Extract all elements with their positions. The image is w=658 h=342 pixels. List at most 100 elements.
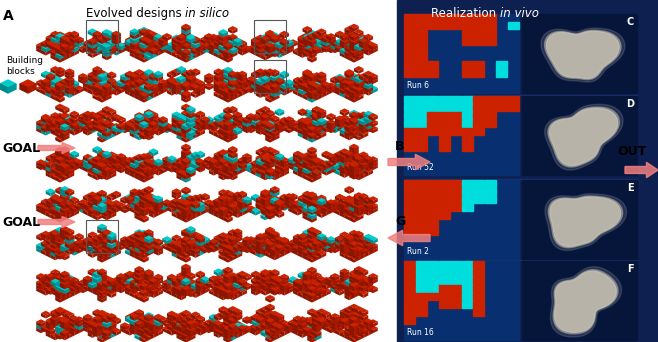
- Polygon shape: [181, 52, 191, 56]
- Polygon shape: [340, 87, 345, 92]
- Polygon shape: [340, 312, 349, 316]
- Polygon shape: [55, 189, 60, 195]
- Polygon shape: [51, 38, 55, 43]
- Polygon shape: [265, 167, 275, 172]
- Polygon shape: [149, 38, 159, 42]
- Polygon shape: [130, 163, 134, 169]
- Polygon shape: [359, 76, 363, 81]
- Polygon shape: [97, 162, 102, 168]
- Polygon shape: [36, 273, 45, 278]
- Polygon shape: [134, 115, 139, 120]
- Polygon shape: [176, 275, 186, 280]
- Polygon shape: [303, 252, 312, 257]
- Polygon shape: [359, 127, 363, 132]
- Polygon shape: [214, 275, 223, 279]
- Polygon shape: [368, 236, 373, 241]
- Polygon shape: [359, 241, 368, 246]
- Polygon shape: [93, 198, 97, 203]
- Polygon shape: [247, 128, 252, 133]
- Polygon shape: [238, 48, 247, 52]
- Polygon shape: [60, 152, 64, 157]
- Polygon shape: [144, 75, 153, 80]
- Polygon shape: [149, 50, 153, 55]
- Bar: [404, 180, 519, 259]
- Polygon shape: [144, 45, 149, 50]
- Polygon shape: [265, 38, 270, 43]
- Polygon shape: [64, 152, 70, 157]
- Polygon shape: [70, 31, 79, 36]
- Polygon shape: [130, 315, 139, 319]
- Polygon shape: [247, 208, 252, 213]
- Polygon shape: [335, 86, 340, 91]
- Polygon shape: [349, 127, 354, 132]
- Polygon shape: [312, 281, 322, 286]
- Polygon shape: [144, 284, 149, 289]
- Polygon shape: [322, 74, 326, 79]
- Polygon shape: [79, 39, 84, 44]
- Polygon shape: [181, 150, 191, 155]
- Polygon shape: [340, 47, 345, 52]
- Polygon shape: [209, 40, 218, 45]
- Polygon shape: [322, 323, 331, 328]
- Polygon shape: [74, 327, 79, 332]
- Polygon shape: [312, 275, 316, 280]
- Polygon shape: [181, 232, 186, 238]
- Polygon shape: [186, 281, 191, 286]
- Polygon shape: [275, 135, 280, 140]
- Polygon shape: [354, 291, 359, 297]
- Polygon shape: [134, 236, 139, 241]
- Polygon shape: [70, 240, 74, 246]
- Polygon shape: [293, 165, 303, 169]
- Polygon shape: [134, 168, 139, 173]
- Polygon shape: [102, 92, 107, 97]
- Polygon shape: [93, 197, 97, 202]
- Polygon shape: [149, 198, 153, 204]
- Polygon shape: [228, 162, 233, 168]
- Polygon shape: [307, 241, 316, 246]
- Polygon shape: [297, 118, 307, 122]
- Polygon shape: [303, 46, 307, 52]
- Polygon shape: [303, 39, 312, 43]
- Bar: [461, 135, 472, 143]
- Polygon shape: [223, 113, 233, 118]
- Polygon shape: [233, 161, 242, 166]
- Polygon shape: [51, 122, 55, 128]
- Polygon shape: [60, 200, 64, 206]
- Polygon shape: [204, 199, 214, 204]
- Polygon shape: [116, 165, 121, 170]
- Polygon shape: [265, 148, 270, 154]
- Polygon shape: [186, 38, 191, 43]
- Polygon shape: [176, 289, 186, 294]
- Polygon shape: [312, 257, 316, 263]
- Polygon shape: [270, 132, 275, 138]
- Polygon shape: [205, 125, 210, 130]
- Polygon shape: [218, 324, 223, 329]
- Polygon shape: [307, 147, 316, 152]
- Polygon shape: [172, 243, 176, 249]
- Polygon shape: [51, 248, 60, 252]
- Polygon shape: [349, 50, 354, 55]
- Polygon shape: [354, 242, 359, 248]
- Polygon shape: [270, 38, 275, 44]
- Polygon shape: [195, 246, 200, 251]
- Polygon shape: [191, 283, 195, 289]
- Polygon shape: [261, 321, 270, 326]
- Polygon shape: [139, 236, 149, 241]
- Polygon shape: [289, 201, 294, 207]
- Polygon shape: [45, 82, 51, 88]
- Polygon shape: [316, 197, 322, 202]
- Polygon shape: [102, 208, 107, 213]
- Polygon shape: [111, 46, 116, 52]
- Polygon shape: [312, 169, 322, 174]
- Polygon shape: [102, 241, 107, 246]
- Polygon shape: [191, 152, 200, 156]
- Polygon shape: [303, 275, 307, 280]
- Polygon shape: [97, 164, 107, 169]
- Polygon shape: [111, 114, 121, 119]
- Polygon shape: [176, 162, 181, 168]
- Polygon shape: [214, 206, 218, 211]
- Polygon shape: [172, 325, 176, 330]
- Polygon shape: [195, 236, 200, 241]
- Polygon shape: [186, 330, 191, 336]
- Polygon shape: [55, 246, 64, 250]
